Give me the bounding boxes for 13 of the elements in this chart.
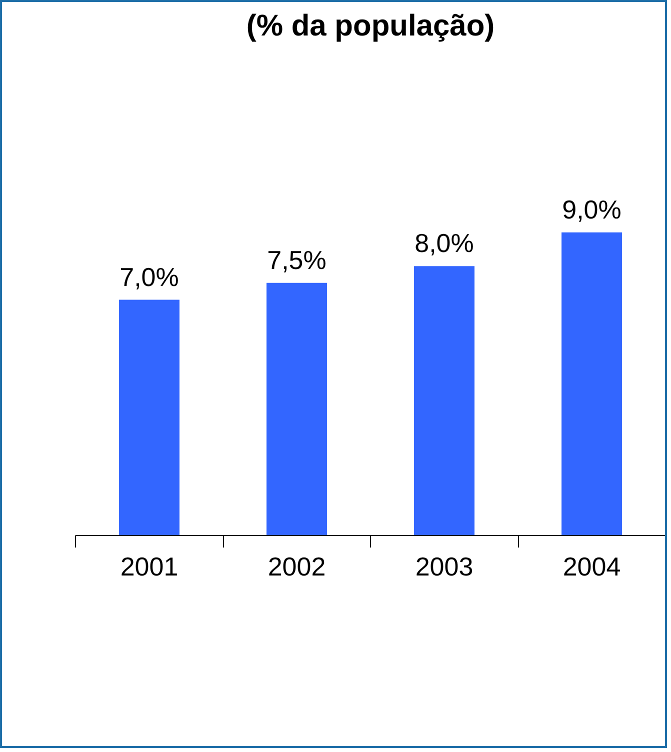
bar <box>562 232 622 536</box>
x-tick-label: 2002 <box>268 552 326 582</box>
x-tick-label: 2001 <box>120 552 178 582</box>
data-label: 9,0% <box>562 194 622 224</box>
chart-title: (% da população) <box>246 10 495 42</box>
bar <box>414 266 474 536</box>
data-label: 7,5% <box>267 244 326 275</box>
x-tick-label: 2003 <box>415 552 474 582</box>
data-label: 8,0% <box>414 228 474 258</box>
x-tick-label: 2004 <box>562 552 621 582</box>
data-label: 7,0% <box>120 262 179 292</box>
bar <box>119 300 180 536</box>
bar <box>266 282 327 536</box>
